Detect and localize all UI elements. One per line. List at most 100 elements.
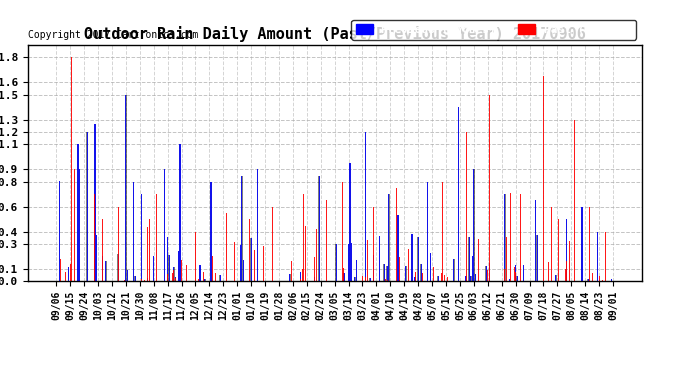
Bar (257, 170, 258, 281)
Bar (587, 279, 589, 281)
Bar (365, 277, 366, 281)
Bar (77, 144, 79, 281)
Bar (181, 260, 182, 281)
Bar (241, 176, 242, 281)
Bar (433, 267, 434, 281)
Bar (599, 276, 600, 281)
Bar (354, 277, 355, 281)
Bar (605, 231, 606, 281)
Bar (509, 279, 510, 281)
Text: Copyright 2017 Cartronics.com: Copyright 2017 Cartronics.com (28, 30, 198, 40)
Bar (386, 266, 388, 281)
Bar (326, 200, 327, 281)
Bar (574, 120, 575, 281)
Bar (597, 231, 598, 281)
Bar (141, 194, 142, 281)
Bar (173, 270, 175, 281)
Bar (186, 265, 187, 281)
Bar (504, 194, 505, 281)
Bar (515, 272, 516, 281)
Bar (117, 254, 119, 281)
Bar (68, 267, 70, 281)
Bar (453, 259, 454, 281)
Bar (124, 280, 125, 281)
Bar (453, 259, 455, 281)
Bar (203, 272, 204, 281)
Bar (522, 265, 524, 281)
Bar (348, 244, 349, 281)
Bar (566, 261, 567, 281)
Bar (198, 279, 199, 281)
Bar (386, 266, 388, 281)
Bar (537, 235, 538, 281)
Bar (349, 163, 351, 281)
Bar (405, 266, 406, 281)
Bar (195, 231, 196, 281)
Bar (77, 144, 79, 281)
Bar (369, 278, 371, 281)
Bar (564, 269, 566, 281)
Bar (243, 260, 244, 281)
Bar (289, 274, 290, 281)
Bar (411, 200, 413, 281)
Bar (199, 265, 201, 281)
Bar (421, 264, 422, 281)
Bar (226, 213, 227, 281)
Bar (135, 276, 136, 281)
Bar (249, 219, 250, 281)
Bar (469, 237, 470, 281)
Bar (173, 267, 175, 281)
Bar (164, 170, 165, 281)
Bar (234, 242, 235, 281)
Bar (426, 182, 428, 281)
Bar (351, 243, 353, 281)
Bar (355, 260, 357, 281)
Bar (257, 170, 258, 281)
Bar (86, 132, 88, 281)
Bar (212, 256, 213, 281)
Bar (397, 216, 399, 281)
Bar (504, 269, 505, 281)
Bar (523, 265, 524, 281)
Bar (517, 276, 518, 281)
Bar (179, 144, 181, 281)
Title: Outdoor Rain Daily Amount (Past/Previous Year) 20170906: Outdoor Rain Daily Amount (Past/Previous… (83, 27, 586, 42)
Bar (384, 264, 385, 281)
Bar (373, 255, 374, 281)
Bar (379, 236, 380, 281)
Bar (515, 265, 516, 281)
Bar (350, 163, 351, 281)
Bar (366, 240, 368, 281)
Bar (153, 256, 155, 281)
Bar (300, 279, 301, 281)
Bar (204, 279, 206, 281)
Bar (569, 241, 570, 281)
Bar (351, 243, 353, 281)
Bar (365, 132, 366, 281)
Bar (175, 278, 176, 281)
Bar (388, 194, 390, 281)
Bar (408, 249, 409, 281)
Bar (94, 124, 96, 281)
Bar (314, 257, 315, 281)
Bar (414, 277, 416, 281)
Bar (441, 273, 442, 281)
Bar (535, 200, 536, 281)
Bar (343, 273, 345, 281)
Bar (300, 272, 302, 281)
Bar (102, 256, 103, 281)
Bar (167, 237, 168, 281)
Bar (141, 194, 142, 281)
Bar (305, 226, 306, 281)
Bar (430, 254, 431, 281)
Bar (95, 124, 96, 281)
Bar (168, 255, 170, 281)
Bar (96, 235, 97, 281)
Bar (68, 267, 69, 281)
Bar (175, 277, 176, 281)
Bar (219, 275, 221, 281)
Bar (469, 237, 470, 281)
Bar (254, 250, 255, 281)
Bar (335, 244, 337, 281)
Bar (597, 231, 598, 281)
